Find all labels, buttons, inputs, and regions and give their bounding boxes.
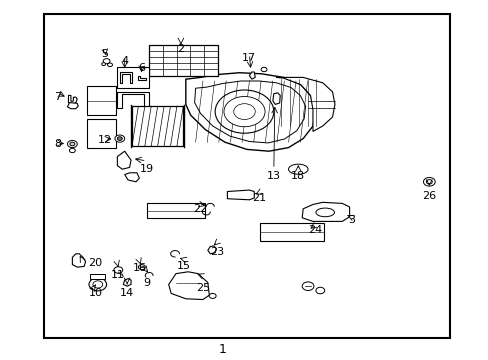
Polygon shape (120, 72, 132, 83)
Polygon shape (138, 76, 145, 80)
Bar (117, 67, 149, 88)
Bar (132, 106, 183, 146)
Polygon shape (302, 202, 349, 221)
Polygon shape (249, 72, 255, 79)
Circle shape (102, 63, 105, 66)
Circle shape (89, 278, 106, 291)
Text: 6: 6 (138, 63, 145, 73)
Circle shape (107, 63, 112, 67)
Circle shape (261, 67, 266, 72)
Text: 3: 3 (348, 215, 355, 225)
Text: 23: 23 (210, 247, 224, 257)
Text: 7: 7 (54, 92, 61, 102)
Polygon shape (185, 73, 315, 151)
Text: 18: 18 (291, 171, 305, 181)
Text: 25: 25 (196, 283, 209, 293)
Text: 20: 20 (88, 258, 102, 268)
Polygon shape (117, 92, 149, 108)
Circle shape (224, 96, 264, 127)
Text: 4: 4 (121, 56, 128, 66)
Circle shape (117, 137, 122, 140)
Circle shape (215, 90, 273, 133)
Circle shape (93, 281, 102, 288)
Text: 19: 19 (140, 164, 153, 174)
Text: 5: 5 (102, 49, 108, 59)
Circle shape (69, 148, 75, 153)
Bar (44, 14, 449, 338)
Text: 21: 21 (252, 193, 265, 203)
Bar (87, 119, 116, 148)
Polygon shape (207, 246, 216, 254)
Polygon shape (68, 95, 77, 104)
Circle shape (426, 180, 431, 184)
Polygon shape (276, 77, 334, 131)
Text: 15: 15 (176, 261, 190, 271)
Bar (90, 274, 105, 279)
Text: 11: 11 (110, 270, 124, 280)
Polygon shape (272, 93, 280, 104)
Circle shape (302, 282, 313, 291)
Text: 12: 12 (98, 135, 112, 145)
Text: 16: 16 (132, 263, 146, 273)
Circle shape (67, 140, 77, 148)
Text: 26: 26 (422, 191, 435, 201)
Text: 10: 10 (88, 288, 102, 298)
Polygon shape (168, 272, 209, 300)
Polygon shape (117, 151, 131, 169)
Circle shape (114, 267, 122, 273)
Text: 14: 14 (120, 288, 134, 298)
Text: 13: 13 (266, 171, 280, 181)
Polygon shape (67, 103, 78, 109)
Circle shape (103, 59, 110, 64)
Text: 2: 2 (177, 44, 184, 54)
Polygon shape (123, 279, 131, 286)
Polygon shape (72, 254, 85, 267)
Bar (87, 86, 116, 115)
Circle shape (115, 135, 124, 142)
Text: 9: 9 (143, 278, 150, 288)
Bar (149, 45, 217, 76)
Ellipse shape (315, 208, 334, 217)
Bar (146, 203, 205, 218)
Circle shape (70, 142, 75, 146)
Circle shape (315, 287, 324, 294)
Polygon shape (194, 81, 305, 143)
Text: 17: 17 (242, 53, 256, 63)
Circle shape (233, 104, 255, 120)
Circle shape (138, 265, 145, 270)
Circle shape (423, 177, 434, 186)
Polygon shape (227, 190, 254, 200)
Bar (260, 223, 323, 241)
Text: 1: 1 (218, 343, 226, 356)
Text: 22: 22 (193, 204, 207, 214)
Polygon shape (124, 173, 139, 182)
Circle shape (209, 293, 216, 298)
Ellipse shape (288, 164, 307, 174)
Text: 8: 8 (54, 139, 61, 149)
Text: 24: 24 (307, 225, 322, 235)
